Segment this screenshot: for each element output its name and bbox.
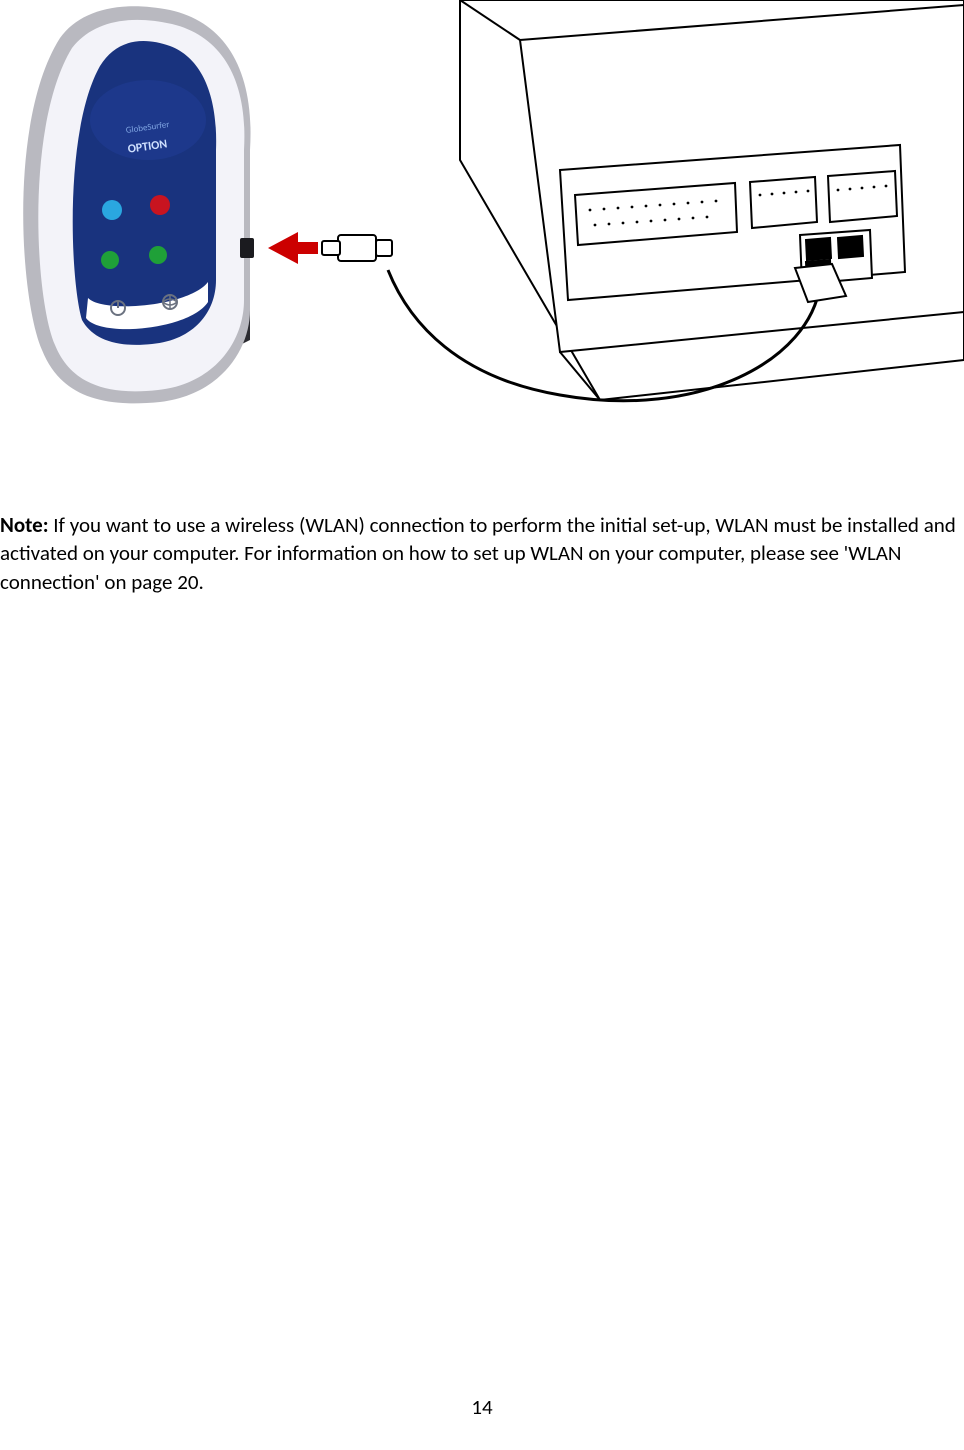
note-label: Note:	[0, 512, 49, 538]
document-page: GlobeSurfer OPTION Note: If you want to …	[0, 0, 964, 1450]
note-paragraph: Note: If you want to use a wireless (WLA…	[0, 511, 960, 596]
note-body: If you want to use a wireless (WLAN) con…	[0, 512, 956, 595]
page-number: 14	[0, 1394, 964, 1420]
connection-diagram: GlobeSurfer OPTION	[0, 0, 964, 440]
router-device: GlobeSurfer OPTION	[23, 6, 254, 403]
